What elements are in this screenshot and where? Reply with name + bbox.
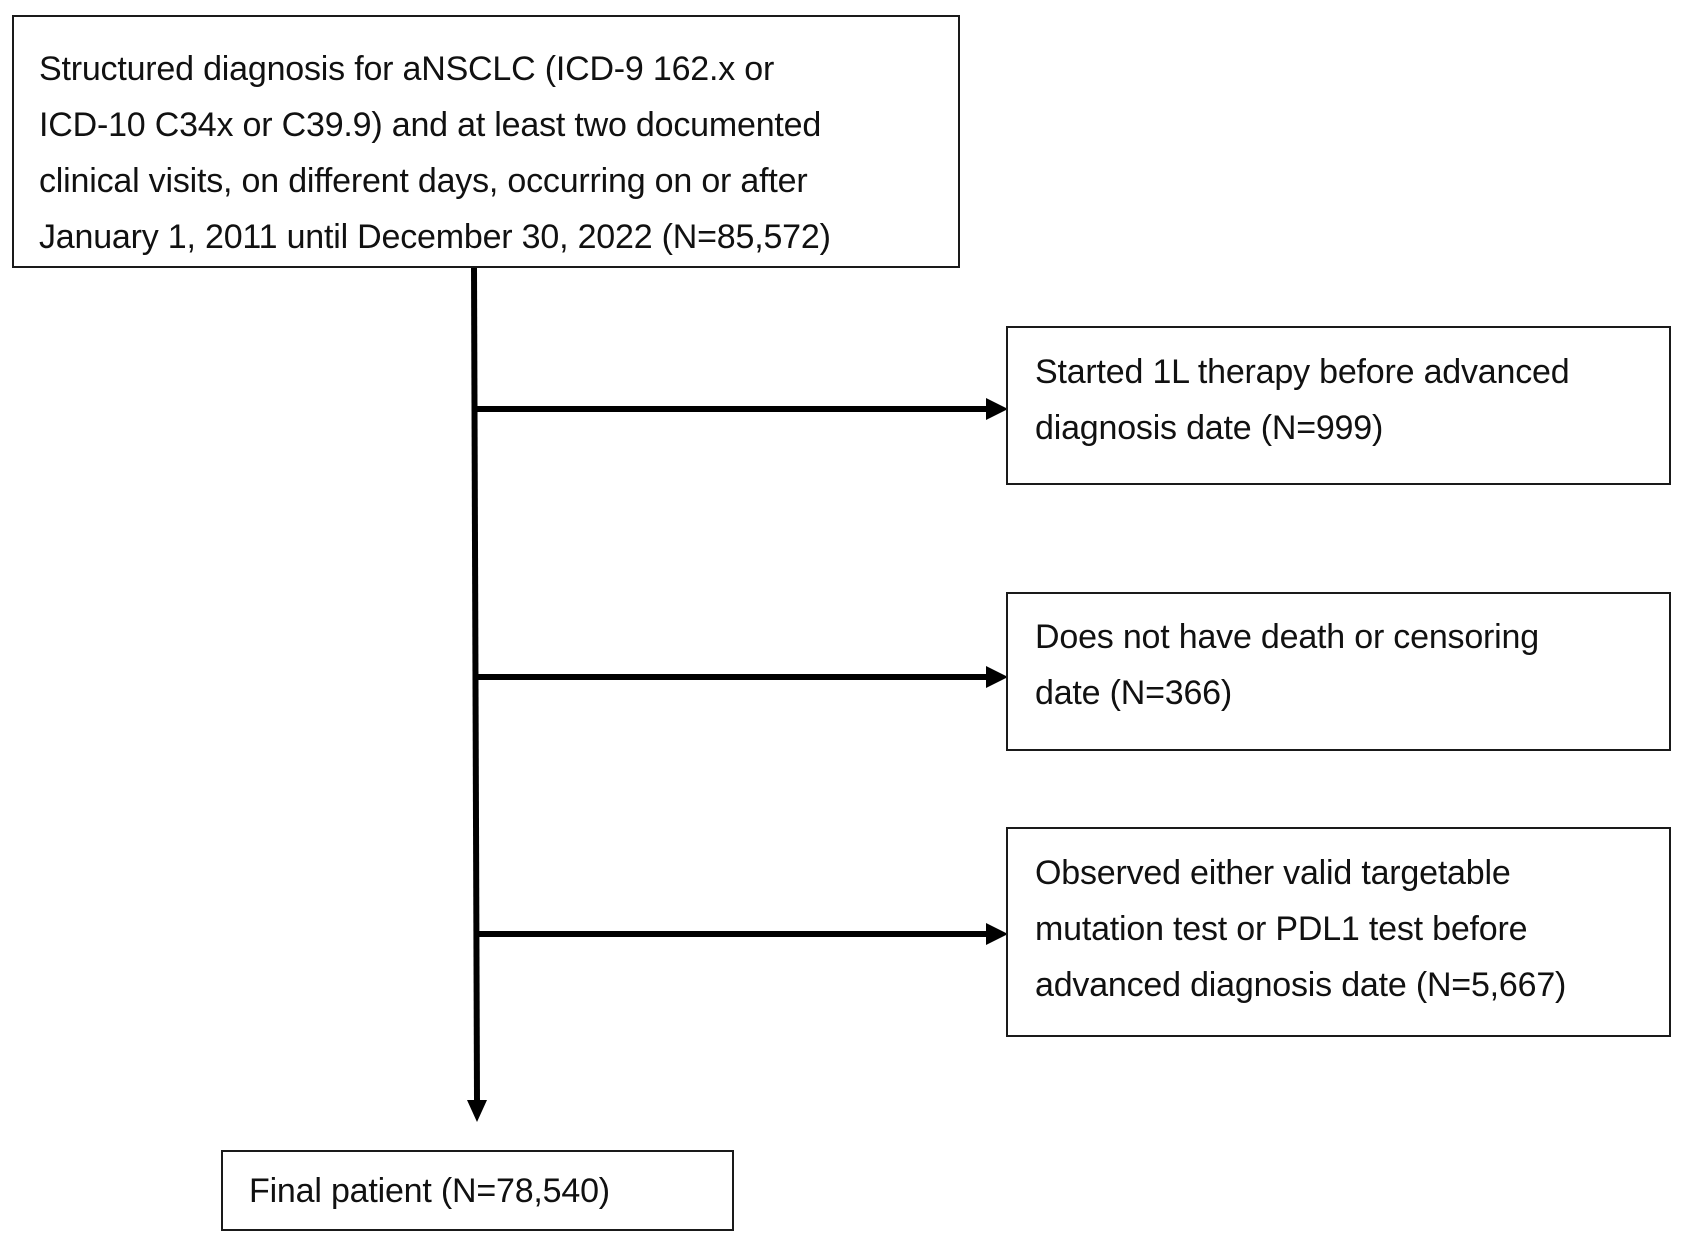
exclusion-line: advanced diagnosis date (N=5,667) bbox=[1035, 966, 1567, 1004]
start-line: clinical visits, on different days, occu… bbox=[39, 162, 808, 200]
start-cohort-box: Structured diagnosis for aNSCLC (ICD-9 1… bbox=[12, 15, 960, 268]
start-line: Structured diagnosis for aNSCLC (ICD-9 1… bbox=[39, 50, 775, 88]
exclusion-box-1: Started 1L therapy before advanced diagn… bbox=[1006, 326, 1671, 485]
exclusion-text-3: Observed either valid targetable mutatio… bbox=[1035, 845, 1653, 1013]
exclusion-line: diagnosis date (N=999) bbox=[1035, 409, 1384, 447]
exclusion-arrowhead-1 bbox=[986, 398, 1008, 420]
exclusion-text-2: Does not have death or censoring date (N… bbox=[1035, 609, 1653, 721]
exclusion-arrowhead-2 bbox=[986, 666, 1008, 688]
start-line: ICD-10 C34x or C39.9) and at least two d… bbox=[39, 106, 822, 144]
final-line: Final patient (N=78,540) bbox=[249, 1172, 610, 1210]
exclusion-box-3: Observed either valid targetable mutatio… bbox=[1006, 827, 1671, 1037]
exclusion-arrowhead-3 bbox=[986, 923, 1008, 945]
main-flow-line bbox=[471, 267, 480, 1101]
exclusion-line: Started 1L therapy before advanced bbox=[1035, 353, 1570, 391]
main-flow-arrowhead bbox=[467, 1100, 487, 1122]
final-cohort-box: Final patient (N=78,540) bbox=[221, 1150, 734, 1231]
exclusion-line: date (N=366) bbox=[1035, 674, 1233, 712]
exclusion-line: Does not have death or censoring bbox=[1035, 618, 1539, 656]
exclusion-box-2: Does not have death or censoring date (N… bbox=[1006, 592, 1671, 751]
final-cohort-text: Final patient (N=78,540) bbox=[249, 1163, 716, 1219]
exclusion-line: mutation test or PDL1 test before bbox=[1035, 910, 1528, 948]
start-cohort-text: Structured diagnosis for aNSCLC (ICD-9 1… bbox=[39, 41, 940, 265]
start-line: January 1, 2011 until December 30, 2022 … bbox=[39, 218, 831, 256]
exclusion-text-1: Started 1L therapy before advanced diagn… bbox=[1035, 344, 1653, 456]
exclusion-line: Observed either valid targetable bbox=[1035, 854, 1511, 892]
